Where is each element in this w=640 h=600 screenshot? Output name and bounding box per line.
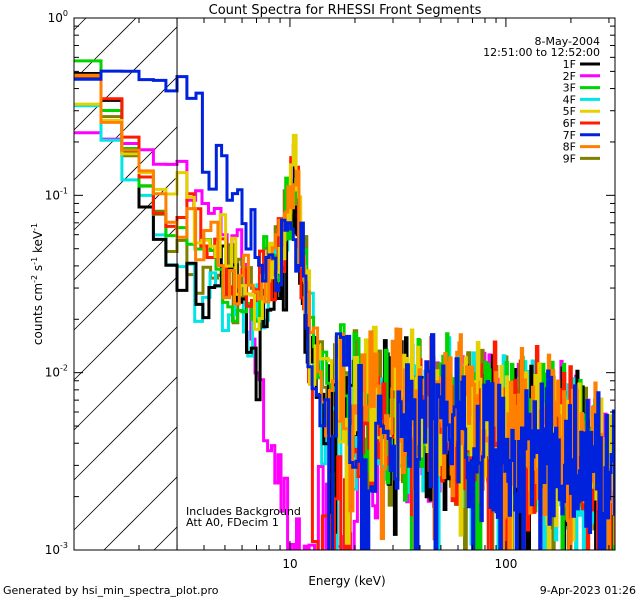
hatch-line	[73, 276, 178, 381]
footer-generator: Generated by hsi_min_spectra_plot.pro	[3, 584, 219, 597]
series-line-8F	[74, 73, 615, 550]
annotation-background: Includes Background	[186, 505, 301, 518]
legend: 8-May-2004 12:51:00 to 12:52:00 1F2F3F4F…	[483, 35, 600, 165]
y-tick-label: 100	[48, 9, 68, 25]
plot-frame	[73, 17, 616, 551]
legend-label: 5F	[563, 105, 576, 118]
x-tick-label: 10	[282, 557, 297, 571]
hatch-line	[73, 376, 178, 481]
x-tick-label: 100	[494, 557, 517, 571]
x-axis-label: Energy (keV)	[308, 574, 385, 588]
legend-time-range: 12:51:00 to 12:52:00	[483, 46, 600, 59]
hatch-line	[73, 226, 178, 331]
axis-ticks	[73, 17, 615, 551]
legend-label: 2F	[563, 70, 576, 83]
series-group	[74, 59, 615, 550]
footer-timestamp: 9-Apr-2023 01:26	[540, 584, 636, 597]
hatch-line	[73, 426, 178, 531]
legend-label: 7F	[563, 129, 576, 142]
hatch-line	[73, 326, 178, 431]
annotation-attenuator: Att A0, FDecim 1	[186, 516, 279, 529]
hatch-line	[73, 17, 137, 81]
y-tick-label: 10-3	[45, 541, 68, 557]
chart-title: Count Spectra for RHESSI Front Segments	[209, 3, 482, 18]
hatch-line	[73, 17, 87, 31]
legend-label: 8F	[563, 141, 576, 154]
hatch-line	[73, 26, 178, 131]
y-tick-label: 10-1	[45, 186, 68, 202]
y-tick-labels: 10-3 10-2 10-1 100	[45, 9, 68, 557]
legend-label: 6F	[563, 117, 576, 130]
shaded-region	[73, 17, 178, 551]
legend-label: 1F	[563, 58, 576, 71]
y-tick-label: 10-2	[45, 364, 68, 380]
x-tick-labels: 10 100	[282, 557, 517, 571]
legend-label: 4F	[563, 93, 576, 106]
legend-label: 9F	[563, 152, 576, 165]
legend-label: 3F	[563, 82, 576, 95]
legend-date: 8-May-2004	[535, 35, 600, 48]
y-axis-label: counts cm-2 s-1 keV-1	[30, 223, 45, 345]
hatch-line	[103, 476, 178, 551]
hatch-line	[153, 526, 178, 551]
series-line-7F	[74, 69, 615, 550]
hatch-line	[73, 76, 178, 181]
